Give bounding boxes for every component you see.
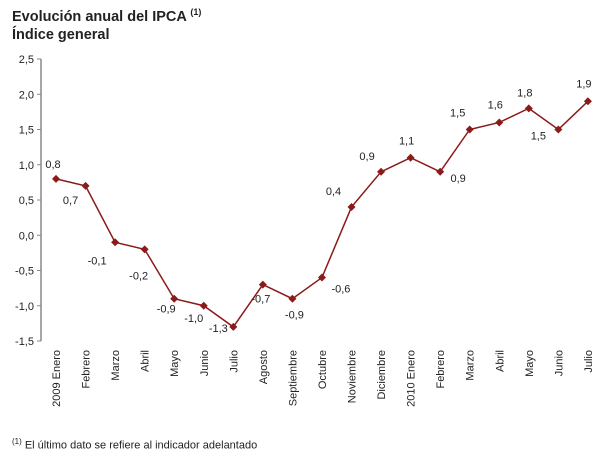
data-point-marker [554, 125, 563, 134]
x-tick-label: Marzo [465, 350, 477, 381]
x-tick-label: Marzo [110, 350, 122, 381]
data-point-marker [347, 203, 356, 212]
data-point-marker [140, 245, 149, 254]
data-label: 1,5 [450, 108, 465, 120]
y-tick-label: 0,0 [19, 230, 34, 242]
footnote-text: El último dato se refiere al indicador a… [24, 439, 258, 452]
x-tick-label: Junio [199, 350, 211, 376]
data-label: 0,9 [451, 173, 466, 185]
x-tick-label: 2009 Enero [51, 350, 63, 407]
x-tick-label: Mayo [169, 350, 181, 377]
y-tick-label: 1,5 [19, 125, 34, 137]
data-label: 1,9 [576, 78, 591, 90]
y-tick-label: -1,0 [15, 301, 34, 313]
title-footnote-mark: (1) [190, 7, 202, 17]
x-tick-label: 2010 Enero [406, 350, 418, 407]
data-point-marker [258, 280, 267, 289]
data-label: 1,6 [488, 99, 503, 111]
x-tick-label: Julio [583, 350, 595, 373]
x-tick-label: Julio [228, 350, 240, 373]
data-point-marker [288, 294, 297, 303]
data-label: -0,9 [285, 310, 304, 322]
footnote-mark: (1) [12, 437, 22, 446]
data-point-marker [495, 118, 504, 127]
data-label: 1,5 [531, 131, 546, 143]
x-tick-label: Septiembre [287, 350, 299, 406]
series-line [55, 100, 589, 328]
data-point-marker [229, 322, 238, 331]
data-label: -0,2 [129, 270, 148, 282]
x-tick-label: Octubre [317, 350, 329, 389]
data-label: 1,1 [399, 136, 414, 148]
data-label: 1,8 [517, 87, 532, 99]
data-point-marker [583, 97, 592, 106]
x-tick-label: Abril [140, 350, 152, 372]
y-tick-label: 2,5 [19, 54, 34, 66]
data-label: 0,7 [63, 195, 78, 207]
data-label: -1,3 [209, 323, 228, 335]
y-tick-label: 0,5 [19, 195, 34, 207]
data-point-marker [81, 181, 90, 190]
x-tick-label: Mayo [524, 350, 536, 377]
data-point-marker [317, 273, 326, 282]
data-label: -0,7 [251, 294, 270, 306]
footnote: (1) El último dato se refiere al indicad… [12, 437, 257, 452]
x-tick-label: Febrero [435, 350, 447, 389]
x-tick-label: Diciembre [376, 350, 388, 400]
title-text: Evolución anual del IPCA [12, 8, 187, 25]
data-label: 0,4 [326, 186, 341, 198]
data-label: -0,9 [157, 304, 176, 316]
data-point-marker [465, 125, 474, 134]
data-label: -0,1 [88, 255, 107, 267]
data-label: 0,9 [359, 151, 374, 163]
data-point-marker [111, 238, 120, 247]
y-tick-label: 1,0 [19, 160, 34, 172]
data-label: -0,6 [331, 284, 350, 296]
x-tick-label: Noviembre [347, 350, 359, 403]
data-point-marker [406, 153, 415, 162]
x-tick-label: Febrero [81, 350, 93, 389]
data-point-marker [170, 294, 179, 303]
data-point-marker [524, 104, 533, 113]
data-label: 0,8 [45, 159, 60, 171]
x-tick-label: Agosto [258, 350, 270, 384]
data-label: -1,0 [184, 313, 203, 325]
x-tick-label: Junio [553, 350, 565, 376]
x-tick-label: Abril [494, 350, 506, 372]
data-point-marker [436, 167, 445, 176]
data-point-marker [52, 174, 60, 183]
chart-subtitle: Índice general [12, 26, 110, 43]
chart-title: Evolución anual del IPCA (1) Índice gene… [12, 3, 201, 44]
y-tick-label: -1,5 [15, 336, 34, 348]
y-tick-label: -0,5 [15, 266, 34, 278]
y-tick-label: 2,0 [19, 89, 34, 101]
data-point-marker [377, 167, 386, 176]
data-point-marker [199, 301, 208, 310]
